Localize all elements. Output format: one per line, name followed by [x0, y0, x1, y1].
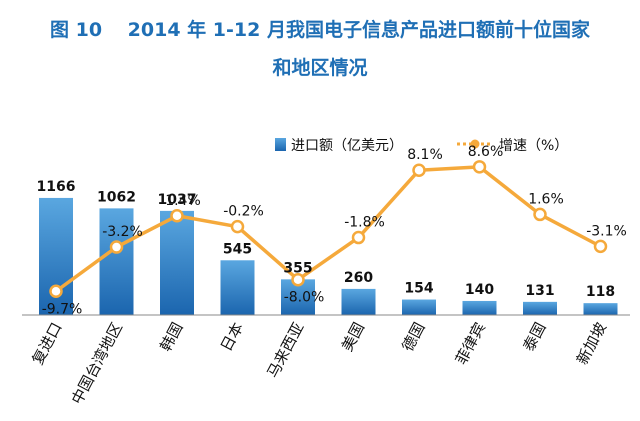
legend-bar-label: 进口额（亿美元） [291, 138, 403, 154]
growth-point-1 [49, 284, 63, 299]
bar-value-label-9: 131 [525, 283, 554, 299]
bar-2 [99, 208, 134, 315]
bar-value-label-8: 140 [465, 282, 494, 298]
growth-value-label-3: 1.4% [165, 193, 201, 209]
bar-10 [583, 303, 618, 315]
legend-bar-swatch [275, 138, 286, 151]
growth-value-label-10: -3.1% [586, 223, 627, 239]
bar-value-label-6: 260 [344, 270, 373, 286]
bar-value-label-10: 118 [586, 284, 615, 300]
growth-point-4 [230, 219, 245, 234]
bar-7 [402, 299, 436, 315]
legend: 进口额（亿美元） 增速（%） [275, 138, 568, 154]
growth-value-label-8: 8.6% [468, 144, 504, 160]
category-label-6: 美国 [338, 319, 368, 354]
bar-value-label-4: 545 [223, 241, 252, 257]
growth-point-5 [291, 272, 305, 287]
growth-value-label-9: 1.6% [528, 191, 564, 207]
growth-point-9 [533, 207, 547, 222]
bar-3 [160, 210, 194, 315]
category-label-1: 复进口 [29, 319, 66, 367]
category-label-9: 泰国 [520, 319, 550, 354]
growth-line [49, 160, 608, 299]
growth-point-6 [351, 230, 366, 245]
bar-value-label-3: 1037 [158, 192, 197, 208]
legend-line-marker [470, 139, 480, 149]
growth-point-7 [412, 163, 426, 177]
chart-title: 图 10 2014 年 1-12 月我国电子信息产品进口额前十位国家 [50, 18, 591, 41]
bar-8 [462, 300, 497, 315]
legend-line-label: 增速（%） [499, 138, 568, 154]
growth-point-3 [170, 209, 184, 223]
bar-value-label-2: 1062 [97, 189, 136, 205]
growth-value-label-2: -3.2% [102, 224, 143, 240]
bar-value-label-5: 355 [283, 260, 312, 276]
category-label-7: 德国 [399, 319, 429, 354]
category-label-4: 日本 [217, 319, 247, 354]
bars [39, 197, 618, 315]
growth-value-label-7: 8.1% [407, 147, 443, 163]
growth-point-10 [593, 239, 608, 254]
growth-point-8 [472, 160, 487, 174]
bar-value-label-1: 1166 [37, 179, 76, 195]
growth-value-label-1: -9.7% [42, 301, 83, 317]
chart-title-line2: 和地区情况 [272, 56, 367, 79]
category-labels: 复进口 中国台湾地区 韩国 日本 马来西亚 美国 德国 菲律宾 泰国 新加坡 [29, 319, 611, 407]
bar-9 [523, 301, 557, 315]
category-label-8: 菲律宾 [452, 319, 489, 367]
bar-4 [220, 260, 255, 315]
category-label-5: 马来西亚 [263, 319, 307, 380]
bar-6 [341, 288, 376, 315]
category-label-2: 中国台湾地区 [68, 319, 126, 407]
category-label-3: 韩国 [157, 319, 187, 354]
data-labels: 1166 1062 1037 545 355 260 154 140 131 118 -9.7% -3… [37, 144, 627, 317]
growth-line-path [54, 165, 602, 293]
growth-value-label-5: -8.0% [284, 290, 325, 306]
growth-value-label-6: -1.8% [344, 215, 385, 231]
category-label-10: 新加坡 [573, 319, 610, 367]
growth-point-2 [109, 240, 124, 254]
bar-value-label-7: 154 [404, 281, 433, 297]
growth-value-label-4: -0.2% [223, 204, 264, 220]
